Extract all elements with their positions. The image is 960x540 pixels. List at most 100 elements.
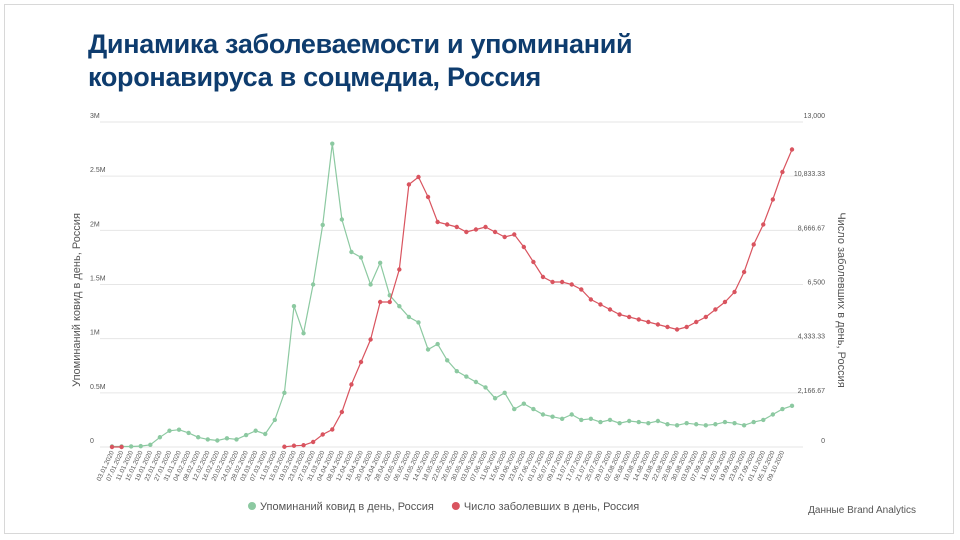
data-point <box>435 219 440 225</box>
data-point <box>722 299 728 305</box>
data-point <box>339 409 345 415</box>
y2-tick-label: 2,166.67 <box>798 388 825 395</box>
legend-label: Число заболевших в день, Россия <box>464 501 639 513</box>
data-point <box>138 443 143 449</box>
data-point <box>377 299 383 305</box>
data-point <box>694 319 699 325</box>
data-point <box>263 431 268 437</box>
data-point <box>492 396 498 401</box>
data-point <box>301 331 306 336</box>
data-point <box>751 242 756 247</box>
data-point <box>674 327 680 332</box>
data-point <box>368 337 373 342</box>
chart-title: Динамика заболеваемости и упоминаний кор… <box>88 29 633 92</box>
data-point <box>425 347 431 352</box>
data-point <box>770 197 776 202</box>
data-point <box>569 412 574 417</box>
y2-tick-label: 6,500 <box>807 280 825 287</box>
series-line <box>112 143 793 448</box>
data-point <box>684 420 689 426</box>
data-point <box>559 279 565 285</box>
data-point <box>291 443 297 448</box>
data-point <box>502 234 507 240</box>
data-point <box>559 416 565 422</box>
y2-tick-label: 8,666.67 <box>798 225 825 232</box>
data-point <box>579 287 584 292</box>
data-point <box>607 417 613 423</box>
data-point <box>483 224 488 230</box>
data-point <box>598 302 603 307</box>
data-point <box>473 227 479 232</box>
data-point <box>195 435 201 440</box>
y-tick-label: 2M <box>90 221 100 228</box>
data-point <box>186 430 191 436</box>
data-point <box>531 406 536 412</box>
data-point <box>291 303 297 309</box>
data-point <box>416 174 421 180</box>
data-point <box>176 427 182 432</box>
data-point <box>339 217 345 222</box>
y2-tick-label: 4,333.33 <box>798 334 825 341</box>
data-point <box>732 420 737 426</box>
data-point <box>464 374 469 379</box>
data-point <box>521 244 527 250</box>
data-point <box>377 260 383 266</box>
data-point <box>579 417 584 423</box>
data-point <box>751 419 756 425</box>
data-point <box>674 423 680 428</box>
data-point <box>167 428 172 433</box>
data-point <box>368 282 373 287</box>
data-point <box>215 438 220 443</box>
data-point <box>310 439 316 445</box>
data-point <box>397 267 402 272</box>
data-point <box>646 319 651 325</box>
data-point <box>684 324 689 330</box>
data-point <box>540 412 546 417</box>
legend-marker <box>248 502 256 510</box>
data-point <box>512 232 517 237</box>
data-point <box>310 282 316 287</box>
series-line <box>112 149 793 448</box>
data-point <box>780 169 785 175</box>
data-point <box>646 420 651 426</box>
data-point <box>617 420 622 426</box>
data-point <box>665 422 670 427</box>
data-point <box>445 222 450 227</box>
data-point <box>569 282 574 287</box>
data-point <box>598 419 603 425</box>
data-point <box>655 418 661 424</box>
data-point <box>282 444 287 449</box>
data-point <box>550 279 555 285</box>
data-point <box>732 289 737 295</box>
data-point <box>349 382 354 387</box>
legend-label: Упоминаний ковид в день, Россия <box>260 501 434 513</box>
data-point <box>272 417 278 423</box>
data-point <box>761 222 766 227</box>
data-point <box>435 341 440 347</box>
source: Данные Brand Analytics <box>808 505 916 516</box>
data-point <box>330 427 335 432</box>
y2-axis-label: Число заболевших в день, Россия <box>835 212 847 387</box>
data-point <box>626 314 632 320</box>
data-point <box>406 182 412 187</box>
data-point <box>349 249 354 255</box>
data-point <box>330 141 335 146</box>
data-point <box>761 417 766 423</box>
data-point <box>703 314 709 320</box>
y-axis-label: Упоминаний ковид в день, Россия <box>71 213 83 387</box>
y-tick-label: 0.5M <box>90 384 106 391</box>
data-point <box>492 229 498 235</box>
data-point <box>540 274 546 280</box>
data-point <box>454 368 459 374</box>
y-tick-label: 1M <box>90 330 100 337</box>
data-point <box>358 359 364 365</box>
data-point <box>301 443 306 448</box>
data-point <box>483 385 488 390</box>
data-point <box>406 314 412 320</box>
data-point <box>617 312 622 317</box>
frame <box>4 4 954 534</box>
data-point <box>770 412 776 417</box>
data-point <box>713 422 718 427</box>
data-point <box>119 444 124 450</box>
y2-tick-label: 0 <box>821 438 825 445</box>
